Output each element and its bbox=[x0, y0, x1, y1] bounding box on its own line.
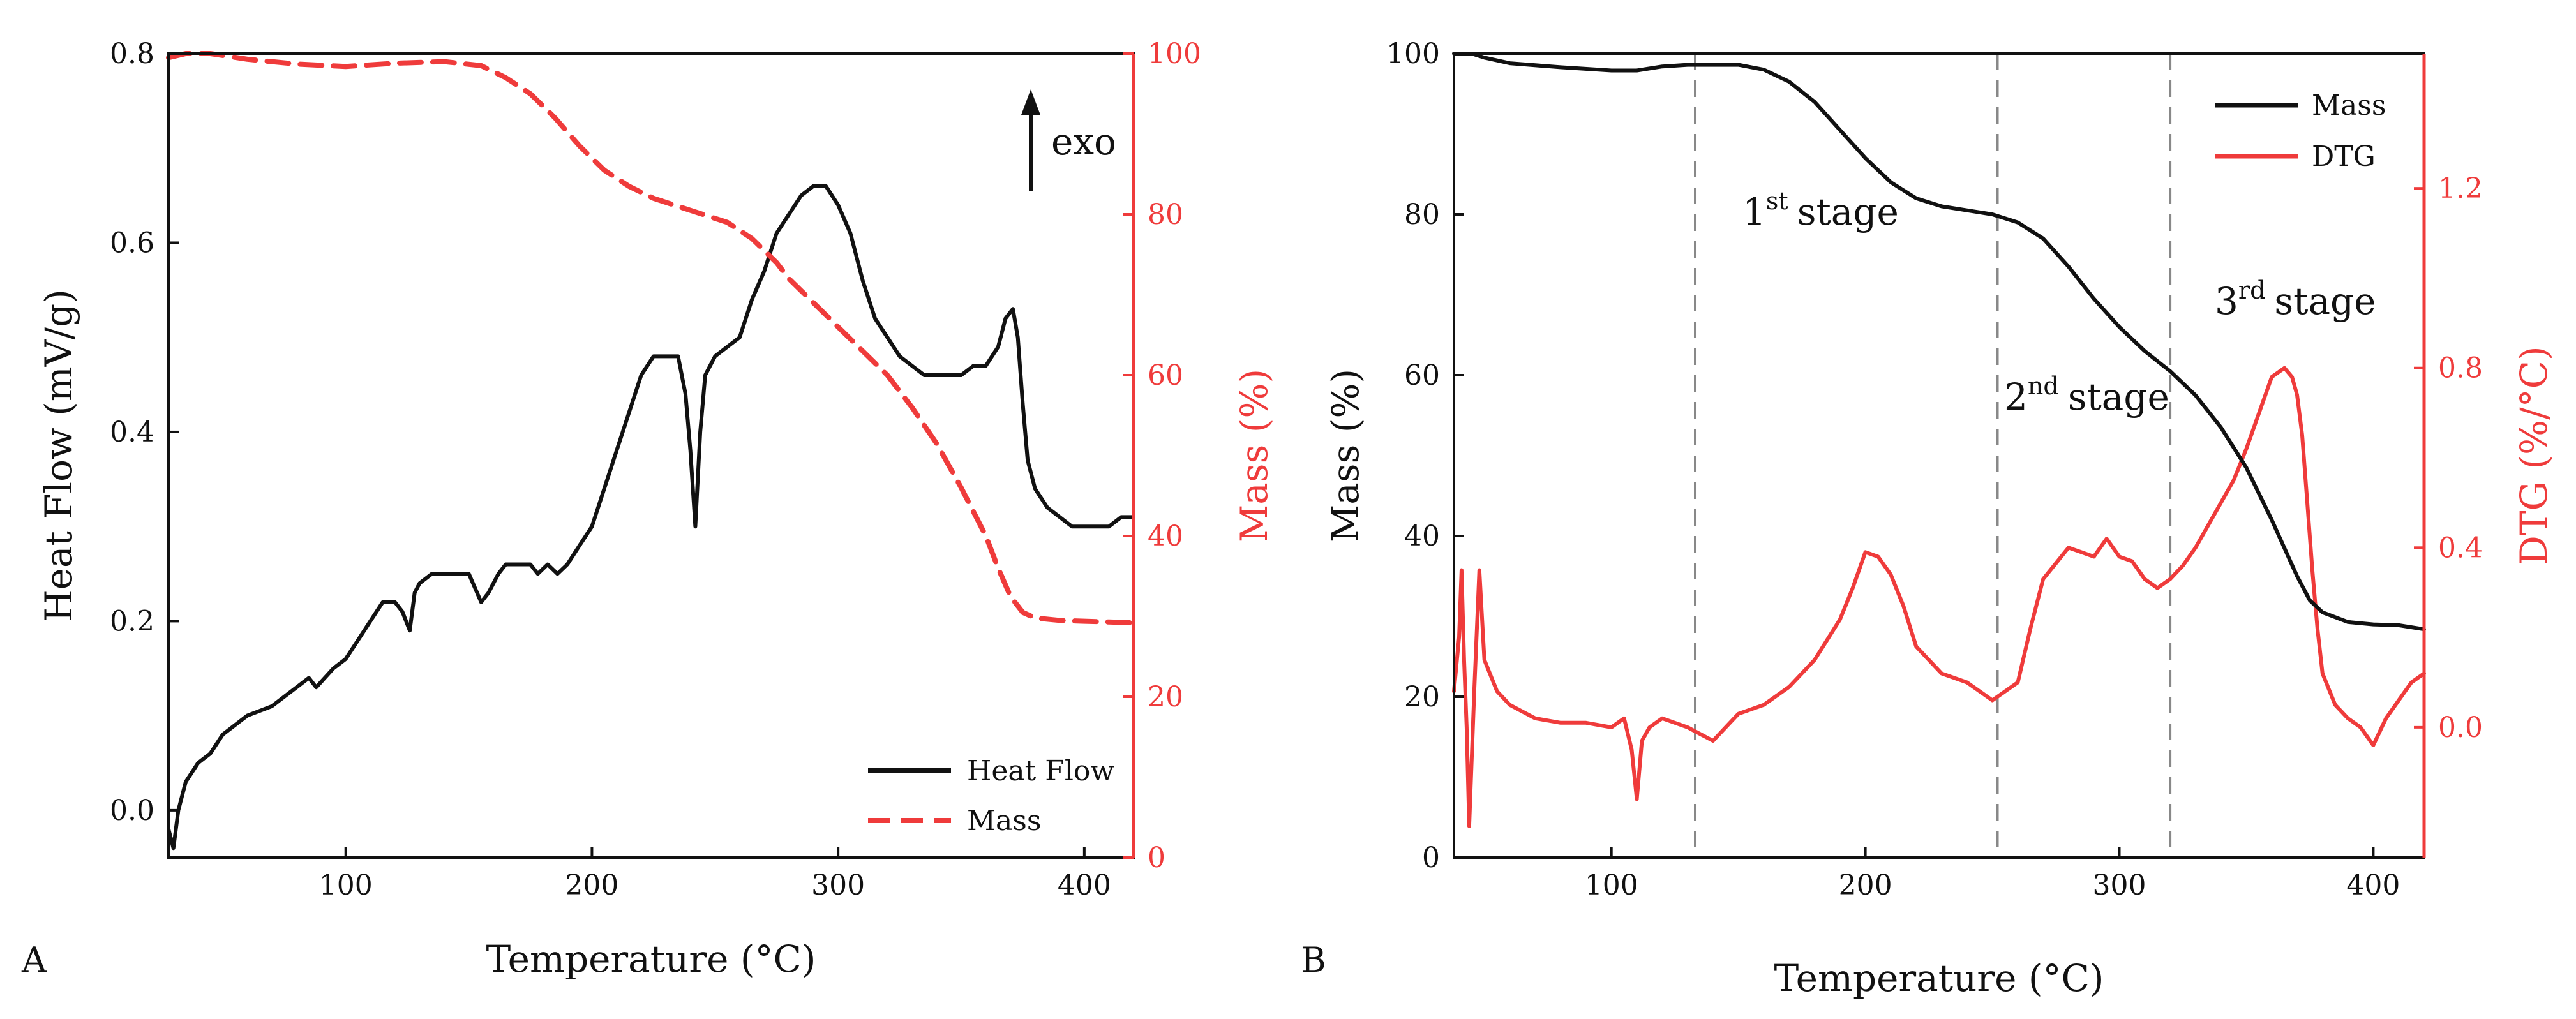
y-tick-label-left: 100 bbox=[1386, 38, 1440, 70]
y-tick-label-left: 0.0 bbox=[110, 794, 154, 827]
plot-frame-a bbox=[167, 52, 1135, 859]
y-tick-label-left: 0.2 bbox=[110, 605, 154, 637]
legend-b: Mass DTG bbox=[2215, 89, 2386, 173]
y-tick-label-right: 1.2 bbox=[2438, 172, 2483, 205]
y-ticks-right-b: 0.0 0.4 0.8 1.2 bbox=[2414, 172, 2483, 744]
x-tick-label: 400 bbox=[1058, 869, 1111, 902]
series-dtg bbox=[1452, 366, 2426, 828]
y-ticks-left-a: 0.0 0.2 0.4 0.6 0.8 bbox=[110, 38, 179, 827]
x-ticks-a: 100 200 300 400 bbox=[319, 847, 1111, 902]
legend-label-mass: Mass bbox=[967, 805, 1041, 837]
exo-arrow-head bbox=[1021, 89, 1040, 115]
y-axis-title-right-b: DTG (%/°C) bbox=[2512, 346, 2556, 565]
legend-a: Heat Flow Mass bbox=[868, 755, 1114, 837]
stage-2-ordinal: 2 bbox=[2004, 375, 2028, 419]
x-tick-label: 200 bbox=[1839, 869, 1892, 902]
series-line-dtg bbox=[1452, 366, 2426, 828]
panel-label-b: B bbox=[1301, 940, 1326, 980]
y-tick-label-left: 0.8 bbox=[110, 38, 154, 70]
series-line-mass bbox=[166, 51, 1136, 626]
exo-label: exo bbox=[1051, 120, 1116, 163]
x-tick-label: 200 bbox=[565, 869, 618, 902]
stage-label-3: 3rd stage bbox=[2215, 276, 2376, 323]
y-tick-label-left: 40 bbox=[1404, 520, 1440, 553]
x-tick-label: 300 bbox=[811, 869, 865, 902]
legend-label-heat-flow: Heat Flow bbox=[967, 755, 1114, 787]
y-tick-label-right: 0.0 bbox=[2438, 711, 2483, 744]
stage-1-ordinal: 1 bbox=[1742, 190, 1766, 234]
series-line-heat-flow bbox=[167, 184, 1135, 851]
series-mass-b bbox=[1452, 52, 2426, 632]
stage-2-text: stage bbox=[2068, 375, 2169, 419]
y-tick-label-left: 20 bbox=[1404, 681, 1440, 713]
x-axis-title-b: Temperature (°C) bbox=[1774, 956, 2104, 1000]
x-tick-label: 100 bbox=[1585, 869, 1638, 902]
series-line-mass bbox=[1452, 52, 2426, 632]
y-ticks-left-b: 0 20 40 60 80 100 bbox=[1386, 38, 1464, 874]
y-tick-label-right: 60 bbox=[1148, 359, 1183, 392]
stage-3-ordinal: 3 bbox=[2215, 279, 2238, 323]
y-tick-label-left: 0.6 bbox=[110, 227, 154, 259]
stage-1-suffix: st bbox=[1766, 187, 1788, 215]
y-tick-label-right: 0 bbox=[1148, 842, 1165, 874]
series-heat-flow bbox=[167, 184, 1135, 851]
y-tick-label-right: 100 bbox=[1148, 38, 1201, 70]
y-axis-title-right-a: Mass (%) bbox=[1232, 369, 1276, 542]
x-tick-label: 100 bbox=[319, 869, 373, 902]
y-tick-label-left: 0.4 bbox=[110, 416, 154, 449]
y-axis-title-left-a: Heat Flow (mV/g) bbox=[37, 289, 80, 622]
series-mass bbox=[166, 51, 1136, 626]
y-tick-label-right: 0.8 bbox=[2438, 352, 2483, 385]
y-tick-label-left: 80 bbox=[1404, 198, 1440, 231]
stage-2-suffix: nd bbox=[2028, 372, 2059, 400]
panel-a: 100 200 300 400 0.0 0.2 0.4 0.6 0.8 0 20 40 60 80 10… bbox=[21, 38, 1276, 981]
legend-label-dtg: DTG bbox=[2312, 140, 2376, 173]
y-tick-label-right: 80 bbox=[1148, 198, 1183, 231]
stage-1-text: stage bbox=[1797, 190, 1899, 234]
exo-annotation: exo bbox=[1021, 89, 1116, 191]
plot-frame-b bbox=[1453, 52, 2425, 859]
y-tick-label-right: 40 bbox=[1148, 520, 1183, 553]
stage-3-suffix: rd bbox=[2238, 276, 2266, 304]
stage-label-1: 1st stage bbox=[1742, 187, 1899, 234]
x-axis-title-a: Temperature (°C) bbox=[486, 937, 816, 981]
panel-b: 100 200 300 400 0 20 40 60 80 100 0.0 0.4 0.8 1.2 T… bbox=[1301, 38, 2556, 1000]
y-tick-label-left: 0 bbox=[1422, 842, 1440, 874]
stage-label-2: 2nd stage bbox=[2004, 372, 2169, 419]
x-tick-label: 400 bbox=[2346, 869, 2400, 902]
y-tick-label-right: 20 bbox=[1148, 681, 1183, 713]
y-axis-title-left-b: Mass (%) bbox=[1324, 369, 1367, 542]
stage-lines bbox=[1694, 54, 2172, 858]
y-ticks-right-a: 0 20 40 60 80 100 bbox=[1123, 38, 1201, 874]
y-tick-label-right: 0.4 bbox=[2438, 532, 2483, 564]
x-tick-label: 300 bbox=[2093, 869, 2146, 902]
x-ticks-b: 100 200 300 400 bbox=[1585, 847, 2400, 902]
y-tick-label-left: 60 bbox=[1404, 359, 1440, 392]
legend-label-mass-b: Mass bbox=[2312, 89, 2386, 122]
stage-3-text: stage bbox=[2274, 279, 2376, 323]
panel-label-a: A bbox=[21, 940, 47, 980]
